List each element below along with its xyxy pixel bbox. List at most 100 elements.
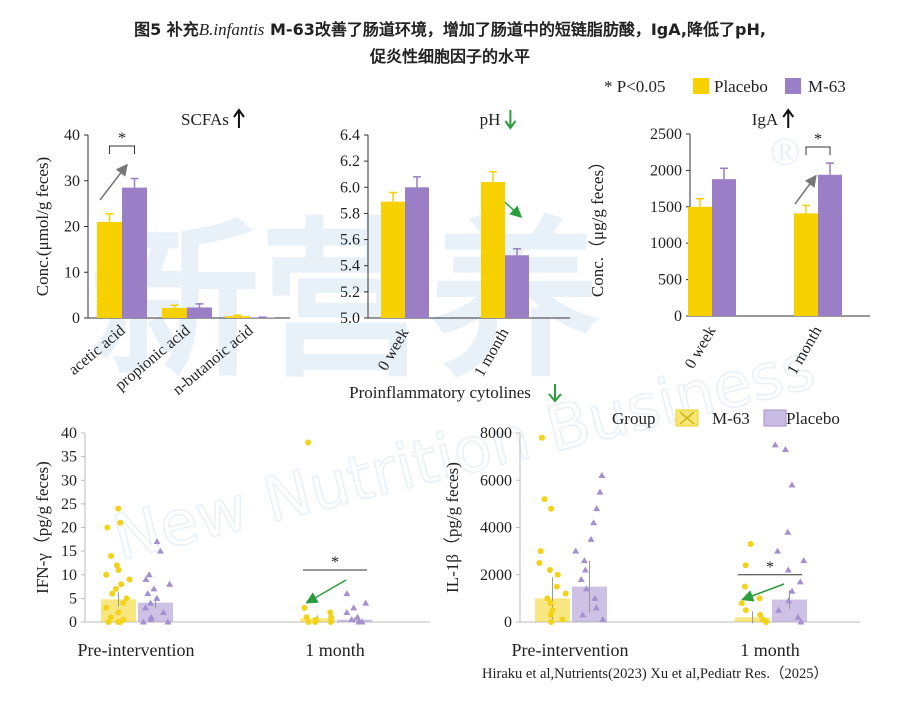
point (537, 548, 544, 555)
point (118, 581, 125, 588)
legend-swatch (763, 409, 787, 427)
point (546, 567, 553, 574)
x-tick-label: 1 month (740, 640, 800, 660)
error-bar (195, 303, 204, 308)
significance-label: * (814, 131, 822, 148)
y-tick-label: 5.4 (340, 258, 360, 275)
significance-bracket (109, 145, 135, 154)
y-tick-label: 6.2 (340, 153, 360, 170)
point (112, 585, 119, 592)
error-bar (720, 167, 728, 180)
point (109, 590, 116, 597)
bar (162, 307, 187, 318)
point (784, 566, 792, 573)
point (775, 606, 783, 613)
point (153, 594, 161, 601)
legend-label: M-63 (808, 77, 846, 96)
title-prefix: 图5 补充 (134, 20, 199, 39)
point (115, 619, 122, 625)
y-tick-label: 30 (64, 173, 80, 190)
point (107, 614, 114, 621)
error-bar (826, 162, 834, 175)
point (303, 614, 310, 621)
point (348, 616, 356, 623)
point (104, 524, 111, 531)
significance-bracket (805, 146, 831, 155)
chart-title: SCFAs (181, 110, 229, 129)
point (353, 613, 361, 620)
legend-label: Placebo (714, 77, 768, 96)
point (572, 547, 580, 554)
point (788, 587, 796, 594)
y-tick-label: 6.0 (340, 179, 360, 196)
point (797, 618, 805, 625)
y-tick-label: 8000 (480, 425, 512, 442)
point (579, 611, 587, 618)
y-tick-label: 30 (61, 472, 77, 489)
title-rest: M-63改善了肠道环境，增加了肠道中的短链脂肪酸，IgA,降低了pH, (264, 20, 766, 39)
point (796, 578, 804, 585)
y-tick-label: 1000 (650, 235, 682, 252)
point (599, 616, 607, 623)
trend-arrow (504, 110, 517, 130)
point (756, 595, 763, 602)
point (117, 519, 124, 526)
bar (712, 179, 736, 316)
y-tick-label: 6.4 (340, 127, 360, 144)
point (548, 505, 555, 512)
bar (187, 307, 212, 318)
point (141, 604, 149, 611)
point (747, 541, 754, 548)
watermark-mark: ® (770, 129, 800, 174)
point (312, 619, 319, 625)
chart-title: IgA (752, 110, 779, 129)
point (785, 597, 793, 604)
title-line1: 图5 补充B.infantis M-63改善了肠道环境，增加了肠道中的短链脂肪酸… (134, 20, 766, 39)
point (742, 607, 749, 614)
bar (122, 187, 147, 318)
point (536, 559, 543, 566)
significance-label: * (331, 554, 339, 571)
point (800, 557, 808, 564)
trend-arrow (794, 174, 817, 205)
point (548, 619, 555, 625)
point (553, 583, 560, 590)
bar (794, 213, 818, 316)
legend-label: M-63 (712, 409, 750, 428)
y-tick-label: 40 (64, 127, 80, 144)
y-tick-label: 1500 (650, 199, 682, 216)
bar (97, 221, 122, 318)
trend-arrow (99, 163, 128, 201)
x-tick-label: 1 month (305, 640, 365, 660)
point (581, 566, 589, 573)
y-tick-label: 2000 (480, 567, 512, 584)
error-bar (802, 204, 810, 214)
point (103, 604, 110, 611)
point (123, 595, 130, 602)
title-line2: 促炎性细胞因子的水平 (369, 47, 530, 66)
point (115, 567, 122, 574)
y-tick-label: 10 (61, 567, 77, 584)
y-tick-label: 2500 (650, 126, 682, 143)
y-tick-label: 5.6 (340, 232, 360, 249)
point (577, 575, 585, 582)
point (547, 600, 554, 607)
point (784, 528, 792, 535)
point (159, 609, 167, 616)
error-bar (513, 247, 521, 256)
point (327, 619, 334, 625)
point (549, 607, 556, 614)
point (554, 571, 561, 578)
error-bar (413, 176, 421, 188)
point (327, 609, 334, 616)
point (771, 441, 779, 448)
x-tick-label: Pre-intervention (78, 640, 195, 660)
point (562, 590, 569, 597)
y-tick-label: 4000 (480, 520, 512, 537)
trend-arrow (233, 108, 245, 128)
bar (688, 206, 712, 316)
significance-note: * P<0.05 (604, 77, 666, 96)
section-arrow (548, 384, 562, 403)
point (538, 434, 545, 441)
point (774, 547, 782, 554)
